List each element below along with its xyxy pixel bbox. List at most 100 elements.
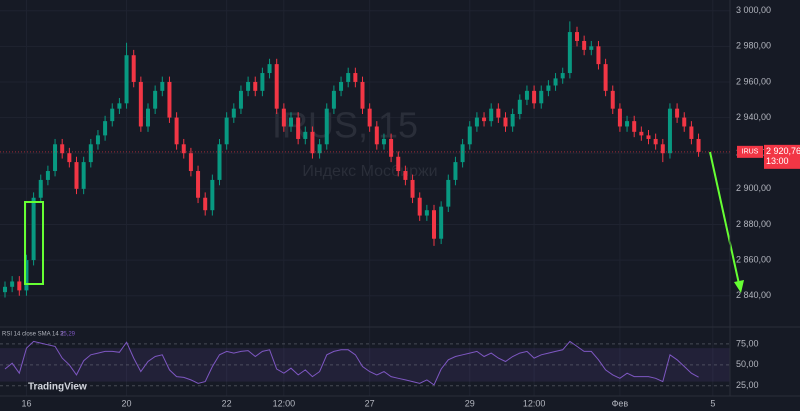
candle-body [589,46,594,50]
candle-body [439,206,444,239]
x-tick-label: 22 [222,398,232,408]
candle-body [603,64,608,91]
price-tag-label: 2 920,76 [766,146,800,156]
candle-body [81,162,86,189]
watermark-name: Индекс Мосбиржи [302,163,437,180]
candle-body [31,197,36,261]
candle-body [374,126,379,145]
candle-body [253,81,258,91]
x-tick-label: 5 [710,398,715,408]
candle-body [188,153,193,172]
candle-body [467,126,472,145]
candle-body [596,46,601,65]
candle-body [153,90,158,109]
candle-body [217,144,222,180]
candle-body [410,179,415,198]
candle-body [246,81,251,91]
candle-body [24,260,29,291]
candle-body [281,108,286,127]
candle-body [582,40,587,50]
candle-body [403,171,408,180]
candle-body [260,73,265,91]
candle-body [381,138,386,145]
candle-body [174,117,179,145]
candle-body [160,81,165,91]
candle-body [496,108,501,118]
candle-body [53,144,58,172]
candle-body [660,144,665,154]
grid [0,0,730,396]
y-tick-label: 3 000,00 [736,5,771,15]
y-tick-label: 2 900,00 [736,183,771,193]
candle-body [17,281,22,291]
candle-body [510,114,515,127]
candle-body [88,144,93,163]
candle-body [231,108,236,118]
candle-body [610,90,615,109]
candle-body [324,108,329,145]
candle-body [181,144,186,154]
candle-body [489,108,494,122]
candle-body [517,99,522,115]
candle-body [95,135,100,145]
rsi-legend: RSI 14 close SMA 14 2 [2,332,64,338]
y-tick-label: 2 960,00 [736,76,771,86]
candle-body [524,90,529,100]
candle-body [124,55,129,104]
arrow-shaft [709,151,740,285]
candle-body [389,138,394,157]
candle-body [474,117,479,127]
price-pane [3,21,701,298]
candle-body [625,121,630,127]
candle-body [482,117,487,122]
symbol-tag [737,145,763,158]
symbol-tag-label: IRUS [742,149,759,156]
y-tick-label: 2 980,00 [736,41,771,51]
candle-body [203,197,208,211]
candle-body [632,121,637,132]
candle-body [503,117,508,127]
candle-body [296,117,301,139]
x-tick-label: 27 [365,398,375,408]
candle-body [560,73,565,79]
candle-body [289,117,293,127]
candle-body [38,179,43,198]
candle-body [146,108,150,127]
candle-body [331,90,336,109]
candle-body [131,55,136,82]
y-tick-label: 2 880,00 [736,219,771,229]
candle-body [317,144,322,154]
candle-body [67,153,72,163]
x-tick-label: 12:00 [273,398,296,408]
candle-body [196,171,201,198]
price-tag [764,144,800,169]
candle-body [110,108,115,122]
candle-body [274,64,279,109]
x-tick-label: 29 [465,398,475,408]
rsi-legend-value: 35,29 [60,332,76,338]
y-tick-label: 2 840,00 [736,290,771,300]
arrow-head [734,280,744,293]
price-tag-time: 13:00 [766,156,789,166]
candle-body [689,126,694,139]
candle-body [617,108,622,127]
candle-body [167,81,172,118]
x-tick-label: Фев [612,398,629,408]
candle-body [446,179,451,207]
candle-body [417,197,422,216]
y-tick-label: 2 860,00 [736,254,771,264]
brand: TradingView [28,382,87,393]
candle-body [224,117,229,145]
candle-body [453,162,458,180]
candle-body [646,135,651,139]
candle-body [238,90,243,109]
x-tick-label: 16 [21,398,31,408]
candle-body [396,156,401,172]
candle-body [138,81,143,127]
rsi-line [4,340,699,386]
candle-body [532,90,537,104]
candle-body [3,286,7,293]
candle-body [696,138,701,152]
highlight-box [24,201,44,285]
candle-body [346,73,351,82]
